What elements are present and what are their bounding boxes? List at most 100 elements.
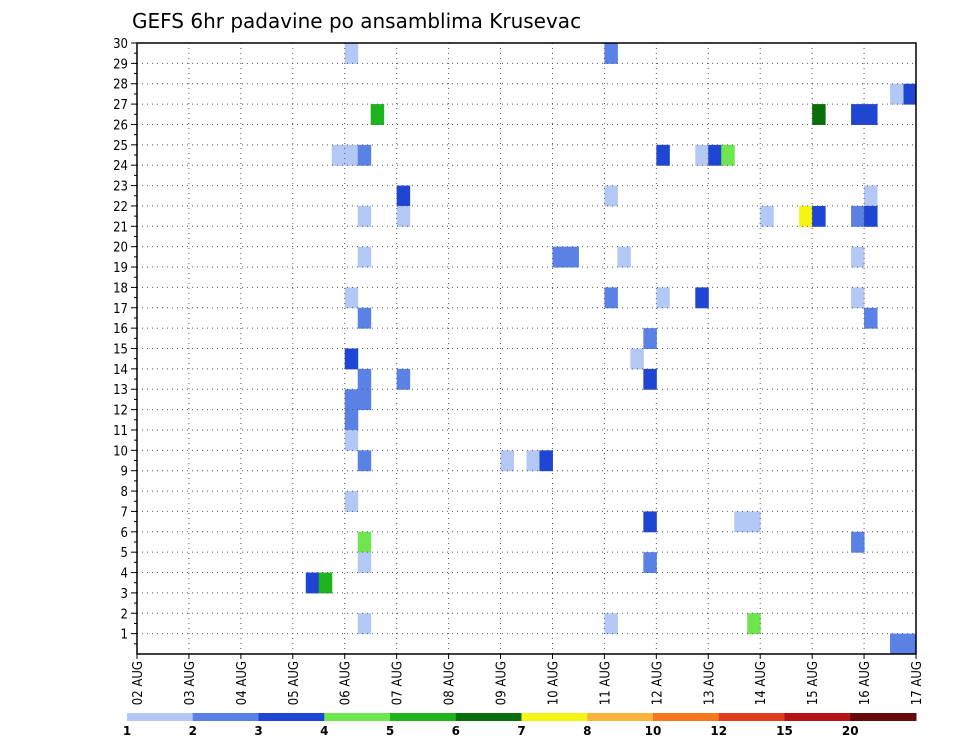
- heatmap-cell: [357, 307, 372, 329]
- heatmap-cell: [747, 613, 761, 635]
- y-tick-label: 13: [113, 383, 128, 398]
- colorbar-swatch: [521, 713, 588, 721]
- heatmap-cell: [604, 43, 618, 64]
- heatmap-cell: [656, 287, 670, 309]
- heatmap-cell: [344, 389, 359, 411]
- x-tick-label: 02 AUG: [131, 661, 146, 705]
- x-tick-label: 06 AUG: [339, 661, 354, 705]
- heatmap-cell: [708, 144, 722, 166]
- x-tick-label: 05 AUG: [287, 661, 302, 705]
- heatmap-cell: [890, 83, 904, 105]
- y-tick-label: 27: [113, 98, 128, 113]
- y-tick-label: 24: [113, 159, 128, 174]
- colorbar-label: 10: [645, 724, 662, 738]
- heatmap-cell: [656, 144, 670, 166]
- heatmap-cell: [851, 246, 865, 268]
- colorbar-label: 2: [189, 724, 197, 738]
- y-tick-label: 4: [121, 567, 128, 582]
- heatmap-cell: [344, 348, 359, 370]
- heatmap-cell: [851, 205, 865, 227]
- x-tick-label: 12 AUG: [650, 661, 665, 705]
- heatmap-cell: [864, 205, 878, 227]
- y-tick-label: 9: [121, 465, 128, 480]
- colorbar-swatch: [718, 713, 785, 721]
- heatmap-cell: [890, 633, 904, 655]
- colorbar-label: 12: [710, 724, 727, 738]
- colorbar-label: 6: [452, 724, 460, 738]
- heatmap-cell: [643, 368, 657, 390]
- heatmap-cell: [760, 205, 774, 227]
- x-tick-label: 11 AUG: [598, 661, 613, 705]
- colorbar-swatch: [784, 713, 851, 721]
- y-tick-label: 5: [121, 546, 128, 561]
- heatmap-cell: [903, 633, 917, 655]
- heatmap-cell: [539, 450, 553, 472]
- heatmap-cell: [812, 104, 826, 125]
- heatmap-cell: [357, 450, 372, 472]
- colorbar-swatch: [192, 713, 259, 721]
- heatmap-cell: [396, 368, 411, 390]
- y-tick-label: 10: [113, 444, 128, 459]
- heatmap-cell: [344, 287, 359, 309]
- y-tick-label: 30: [113, 37, 128, 52]
- heatmap-cell: [695, 144, 709, 166]
- colorbar-swatch: [127, 713, 194, 721]
- y-tick-label: 29: [113, 57, 128, 72]
- x-axis: 02 AUG 03 AUG 04 AUG 05 AUG 06 AUG 07 AUG 08 A…: [131, 654, 925, 705]
- heatmap-cell: [630, 348, 644, 370]
- y-tick-label: 25: [113, 139, 128, 154]
- x-tick-label: 08 AUG: [443, 661, 458, 705]
- heatmap-cell: [604, 185, 618, 207]
- y-tick-label: 15: [113, 343, 128, 358]
- y-tick-label: 11: [113, 424, 128, 439]
- heatmap-cell: [357, 531, 372, 553]
- heatmap-cell: [357, 613, 372, 635]
- heatmap-cell: [903, 83, 917, 105]
- colorbar-label: 20: [842, 724, 859, 738]
- x-tick-label: 15 AUG: [806, 661, 821, 705]
- colorbar-label: 3: [254, 724, 262, 738]
- colorbar-label: 1: [123, 724, 131, 738]
- heatmap-cell: [851, 287, 865, 309]
- y-tick-label: 8: [121, 485, 128, 500]
- y-tick-label: 28: [113, 78, 128, 93]
- heatmap-cell: [357, 389, 372, 411]
- colorbar-swatch: [850, 713, 917, 721]
- colorbar-label: 7: [517, 724, 525, 738]
- x-tick-label: 07 AUG: [391, 661, 406, 705]
- y-tick-label: 16: [113, 322, 128, 337]
- x-tick-label: 10 AUG: [546, 661, 561, 705]
- y-tick-label: 21: [113, 220, 128, 235]
- colorbar-swatch: [653, 713, 720, 721]
- colorbar: 1 2 3 4 5 6 7 8 10 12 15 20: [123, 713, 917, 738]
- heatmap-cell: [864, 104, 878, 125]
- heatmap-cell: [331, 144, 346, 166]
- chart-title: GEFS 6hr padavine po ansamblima Krusevac: [132, 9, 581, 33]
- x-tick-label: 13 AUG: [702, 661, 717, 705]
- heatmap-cell: [344, 429, 359, 451]
- x-tick-label: 16 AUG: [858, 661, 873, 705]
- heatmap-cell: [357, 552, 372, 574]
- colorbar-swatch: [324, 713, 391, 721]
- heatmap-cell: [526, 450, 540, 472]
- y-tick-label: 19: [113, 261, 128, 276]
- heatmap-cell: [604, 613, 618, 635]
- heatmap-cell: [734, 511, 748, 533]
- colorbar-swatch: [258, 713, 325, 721]
- heatmap-cell: [552, 246, 566, 268]
- y-tick-label: 22: [113, 200, 128, 215]
- heatmap-cell: [344, 409, 359, 431]
- heatmap-cells: [305, 43, 917, 655]
- colorbar-label: 8: [583, 724, 591, 738]
- x-tick-label: 17 AUG: [910, 661, 925, 705]
- heatmap-cell: [604, 287, 618, 309]
- y-tick-label: 14: [113, 363, 128, 378]
- y-tick-label: 26: [113, 118, 128, 133]
- heatmap-cell: [305, 572, 320, 594]
- plot-frame: [136, 42, 917, 655]
- y-tick-label: 12: [113, 404, 128, 419]
- colorbar-label: 5: [386, 724, 394, 738]
- heatmap-cell: [344, 43, 359, 64]
- x-tick-label: 03 AUG: [183, 661, 198, 705]
